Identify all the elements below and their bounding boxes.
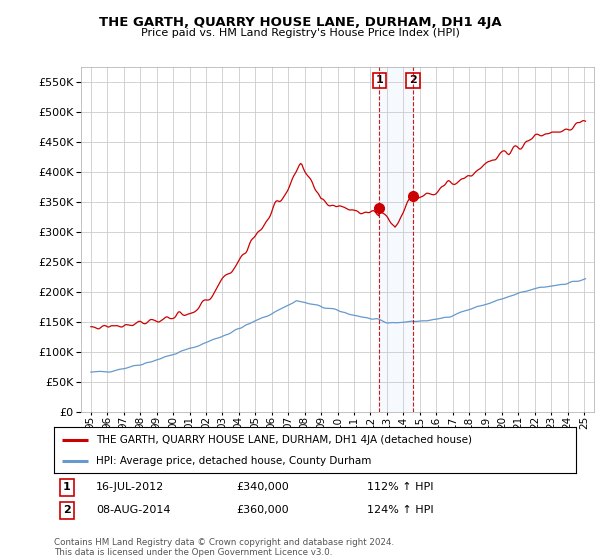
Text: THE GARTH, QUARRY HOUSE LANE, DURHAM, DH1 4JA: THE GARTH, QUARRY HOUSE LANE, DURHAM, DH…: [98, 16, 502, 29]
Text: 124% ↑ HPI: 124% ↑ HPI: [367, 506, 434, 515]
Text: Contains HM Land Registry data © Crown copyright and database right 2024.
This d: Contains HM Land Registry data © Crown c…: [54, 538, 394, 557]
Text: Price paid vs. HM Land Registry's House Price Index (HPI): Price paid vs. HM Land Registry's House …: [140, 28, 460, 38]
Text: 2: 2: [409, 76, 417, 85]
Text: 08-AUG-2014: 08-AUG-2014: [96, 506, 170, 515]
Text: HPI: Average price, detached house, County Durham: HPI: Average price, detached house, Coun…: [96, 456, 371, 466]
Text: £360,000: £360,000: [236, 506, 289, 515]
Bar: [379, 67, 413, 412]
Text: £340,000: £340,000: [236, 483, 289, 492]
Text: 16-JUL-2012: 16-JUL-2012: [96, 483, 164, 492]
Text: 112% ↑ HPI: 112% ↑ HPI: [367, 483, 434, 492]
Text: THE GARTH, QUARRY HOUSE LANE, DURHAM, DH1 4JA (detached house): THE GARTH, QUARRY HOUSE LANE, DURHAM, DH…: [96, 435, 472, 445]
Text: 1: 1: [63, 483, 71, 492]
Text: 2: 2: [63, 506, 71, 515]
Text: 1: 1: [376, 76, 383, 85]
